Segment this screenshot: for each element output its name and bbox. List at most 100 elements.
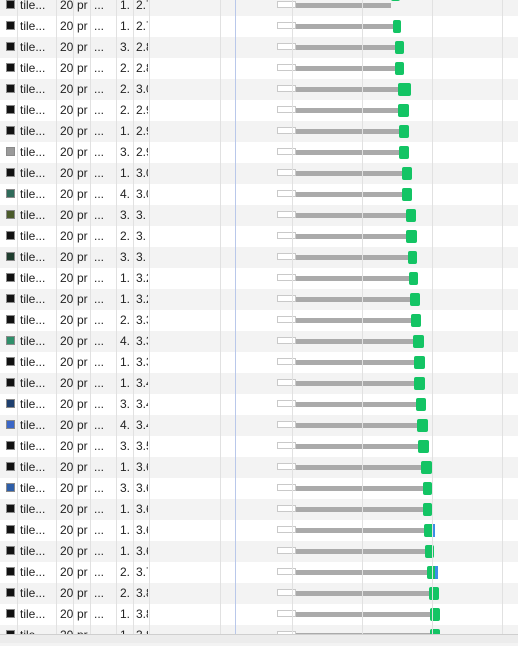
- waterfall-content-bar[interactable]: [413, 377, 425, 390]
- request-initiator[interactable]: ...: [94, 187, 105, 201]
- request-initiator[interactable]: ...: [94, 292, 105, 306]
- waterfall-content-bar[interactable]: [410, 314, 422, 327]
- request-initiator[interactable]: ...: [94, 334, 105, 348]
- waterfall-content-bar[interactable]: [402, 188, 412, 201]
- waterfall-content-bar[interactable]: [394, 62, 405, 75]
- request-initiator[interactable]: ...: [94, 103, 105, 117]
- request-name[interactable]: tile...: [20, 565, 46, 579]
- table-row[interactable]: tile... 20 pr... 2. 3.: [0, 226, 518, 247]
- request-name[interactable]: tile...: [20, 439, 46, 453]
- request-initiator[interactable]: ...: [94, 229, 105, 243]
- waterfall-content-bar[interactable]: [406, 230, 418, 243]
- request-initiator[interactable]: ...: [94, 166, 105, 180]
- waterfall-content-bar[interactable]: [392, 20, 402, 33]
- waterfall-content-bar[interactable]: [422, 482, 433, 495]
- request-initiator[interactable]: ...: [94, 376, 105, 390]
- request-initiator[interactable]: ...: [94, 82, 105, 96]
- request-name[interactable]: tile...: [20, 481, 46, 495]
- request-initiator[interactable]: ...: [94, 19, 105, 33]
- request-initiator[interactable]: ...: [94, 397, 105, 411]
- table-row[interactable]: tile... 20 pr... 3. 3.: [0, 205, 518, 226]
- request-name[interactable]: tile...: [20, 334, 46, 348]
- waterfall-content-bar[interactable]: [409, 293, 421, 306]
- request-name[interactable]: tile...: [20, 103, 46, 117]
- waterfall-content-bar[interactable]: [407, 251, 418, 264]
- request-name[interactable]: tile...: [20, 292, 46, 306]
- request-name[interactable]: tile...: [20, 208, 46, 222]
- waterfall-content-bar[interactable]: [423, 524, 436, 537]
- waterfall-content-bar[interactable]: [391, 0, 401, 1]
- request-name[interactable]: tile...: [20, 124, 46, 138]
- request-name[interactable]: tile...: [20, 607, 46, 621]
- waterfall-content-bar[interactable]: [416, 398, 426, 411]
- request-initiator[interactable]: ...: [94, 418, 105, 432]
- request-initiator[interactable]: ...: [94, 145, 105, 159]
- request-name[interactable]: tile...: [20, 61, 46, 75]
- waterfall-content-bar[interactable]: [394, 41, 405, 54]
- request-initiator[interactable]: ...: [94, 0, 105, 12]
- waterfall-content-bar[interactable]: [418, 440, 429, 453]
- request-initiator[interactable]: ...: [94, 355, 105, 369]
- request-initiator[interactable]: ...: [94, 586, 105, 600]
- request-name[interactable]: tile...: [20, 502, 46, 516]
- request-initiator[interactable]: ...: [94, 523, 105, 537]
- request-initiator[interactable]: ...: [94, 313, 105, 327]
- waterfall-content-bar[interactable]: [408, 272, 419, 285]
- request-initiator[interactable]: ...: [94, 481, 105, 495]
- request-initiator[interactable]: ...: [94, 208, 105, 222]
- waterfall-content-bar[interactable]: [398, 146, 409, 159]
- waterfall-content-bar[interactable]: [421, 461, 433, 474]
- request-name[interactable]: tile...: [20, 418, 46, 432]
- request-name[interactable]: tile...: [20, 271, 46, 285]
- waterfall-content-bar[interactable]: [397, 83, 411, 96]
- table-row[interactable]: tile... 20 pr... 3. 3.: [0, 247, 518, 268]
- request-initiator[interactable]: ...: [94, 271, 105, 285]
- request-name[interactable]: tile...: [20, 82, 46, 96]
- request-name[interactable]: tile...: [20, 145, 46, 159]
- waterfall-content-bar[interactable]: [422, 503, 433, 516]
- request-initiator[interactable]: ...: [94, 124, 105, 138]
- request-initiator[interactable]: ...: [94, 544, 105, 558]
- request-name[interactable]: tile...: [20, 523, 46, 537]
- request-name[interactable]: tile...: [20, 586, 46, 600]
- request-initiator[interactable]: ...: [94, 565, 105, 579]
- waterfall-content-bar[interactable]: [417, 419, 428, 432]
- waterfall-content-bar[interactable]: [424, 545, 435, 558]
- request-name[interactable]: tile...: [20, 376, 46, 390]
- waterfall-content-bar[interactable]: [406, 209, 417, 222]
- request-name[interactable]: tile...: [20, 229, 46, 243]
- waterfall-content-bar[interactable]: [428, 587, 439, 600]
- waterfall-content-bar[interactable]: [402, 167, 412, 180]
- request-initiator[interactable]: ...: [94, 61, 105, 75]
- request-initiator[interactable]: ...: [94, 439, 105, 453]
- request-name[interactable]: tile...: [20, 250, 46, 264]
- request-name[interactable]: tile...: [20, 166, 46, 180]
- request-name[interactable]: tile...: [20, 397, 46, 411]
- request-name[interactable]: tile...: [20, 355, 46, 369]
- waterfall-content-bar[interactable]: [430, 608, 440, 621]
